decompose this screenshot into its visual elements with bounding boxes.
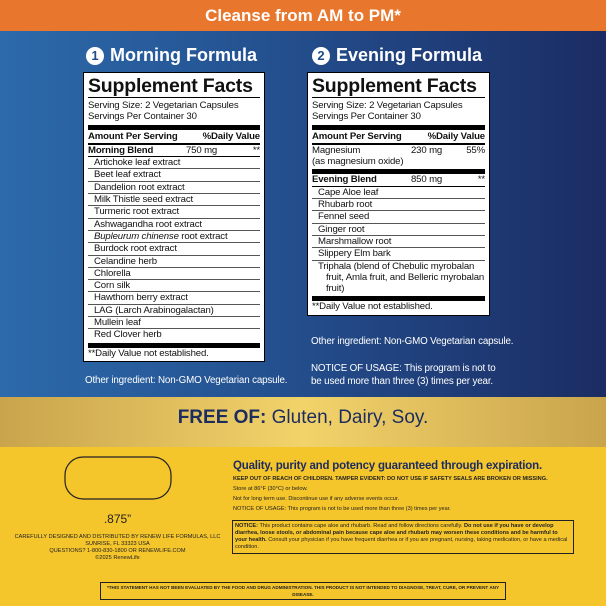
- nutrient-row: Magnesium (as magnesium oxide) 230 mg 55%: [312, 145, 485, 168]
- ingredient: Hawthorn berry extract: [88, 292, 260, 305]
- blend-row: Morning Blend 750 mg **: [88, 144, 260, 158]
- ingredient: Corn silk: [88, 280, 260, 293]
- gold-band: [0, 397, 606, 447]
- ingredient: Slippery Elm bark: [312, 248, 485, 261]
- ingredient: Dandelion root extract: [88, 182, 260, 195]
- notice-text: This product contains cape aloe and rhub…: [259, 523, 463, 529]
- blend-amount: 750 mg: [186, 144, 218, 156]
- warnings: KEEP OUT OF REACH OF CHILDREN. TAMPER EV…: [233, 476, 573, 516]
- distributor-line: QUESTIONS? 1-800-830-1800 OR RENEWLIFE.C…: [49, 548, 186, 554]
- ingredient: Chlorella: [88, 268, 260, 281]
- facts-header: Amount Per Serving %Daily Value: [88, 130, 260, 145]
- footnote: **Daily Value not established.: [88, 347, 209, 359]
- nutrient-dv: 55%: [466, 144, 485, 156]
- notice-of-usage: NOTICE OF USAGE: This program is not to …: [311, 363, 496, 387]
- other-ingredient: Other ingredient: Non-GMO Vegetarian cap…: [311, 336, 514, 347]
- ingredient: Fennel seed: [312, 211, 485, 224]
- nutrient-note: (as magnesium oxide): [312, 156, 404, 168]
- blend-row: Evening Blend 850 mg **: [312, 174, 485, 187]
- serving-size: Serving Size: 2 Vegetarian Capsules: [88, 100, 239, 111]
- ingredient: Ginger root: [312, 224, 485, 236]
- ingredient: Beet leaf extract: [88, 169, 260, 182]
- step-number: 1: [86, 46, 104, 65]
- ingredient-list: Cape Aloe leaf Rhubarb root Fennel seed Gin…: [312, 187, 485, 295]
- ingredient: LAG (Larch Arabinogalactan): [88, 305, 260, 318]
- nutrient-name: Magnesium (as magnesium oxide): [312, 145, 411, 168]
- footnote: **Daily Value not established.: [312, 301, 433, 313]
- ingredient: Milk Thistle seed extract: [88, 194, 260, 207]
- dv-header: %Daily Value: [202, 130, 261, 142]
- blend-dv: **: [477, 174, 485, 186]
- capsule-outline: [64, 456, 172, 500]
- ingredient: Triphala (blend of Chebulic myrobalan fr…: [318, 260, 485, 295]
- rule: [312, 124, 485, 130]
- quality: Quality, purity and potency guaranteed t…: [233, 460, 542, 472]
- step-number: 2: [312, 46, 330, 65]
- notice-box: NOTICE: This product contains cape aloe …: [232, 520, 574, 554]
- warning-line: Store at 86°F (30°C) or below.: [233, 486, 308, 492]
- ingredient: Turmeric root extract: [88, 206, 260, 219]
- rule: [312, 296, 485, 302]
- notice-bold: Do not use if you have or develop diarrh…: [235, 523, 558, 543]
- ingredient-italic: Bupleurum chinense: [94, 230, 179, 242]
- blend-amount: 850 mg: [411, 174, 443, 186]
- banner: Cleanse from AM to PM*: [0, 0, 606, 31]
- warning-line: Not for long term use. Discontinue use i…: [233, 496, 400, 502]
- blend-name: Evening Blend: [312, 174, 377, 186]
- evening-title: 2 Evening Formula: [312, 45, 482, 66]
- distributor: CAREFULLY DESIGNED AND DISTRIBUTED BY RE…: [10, 534, 225, 562]
- ingredient: Ashwagandha root extract: [88, 219, 260, 231]
- ingredient-list: Artichoke leaf extract Beet leaf extract D…: [88, 157, 260, 340]
- servings: Servings Per Container 30: [88, 111, 197, 123]
- ingredient: Marshmallow root: [312, 236, 485, 249]
- distributor-line: ©2025 RenewLife: [95, 555, 140, 561]
- morning-title: 1 Morning Formula: [86, 45, 257, 66]
- warning-line: KEEP OUT OF REACH OF CHILDREN. TAMPER EV…: [233, 476, 548, 482]
- free-of-label: FREE OF:: [177, 407, 267, 428]
- warning-line: NOTICE OF USAGE: This program is not to …: [233, 506, 451, 512]
- servings: Servings Per Container 30: [312, 111, 421, 123]
- serving-size: Serving Size: 2 Vegetarian Capsules: [312, 100, 463, 111]
- ingredient: Mullein leaf: [88, 317, 260, 330]
- notice-text: Consult your physician if you have frequ…: [235, 537, 568, 550]
- facts-heading: Supplement Facts: [88, 75, 260, 98]
- disclaimer: *THIS STATEMENT HAS NOT BEEN EVALUATED B…: [100, 582, 506, 600]
- amount-header: Amount Per Serving: [88, 130, 178, 142]
- supplement-facts: Supplement Facts Serving Size: 2 Vegetar…: [83, 72, 265, 362]
- notice-label: NOTICE:: [235, 523, 258, 529]
- formula-title: Morning Formula: [110, 45, 257, 65]
- ingredient: Celandine herb: [88, 256, 260, 268]
- rule: [88, 342, 260, 348]
- amount-header: Amount Per Serving: [312, 130, 402, 142]
- ingredient: Cape Aloe leaf: [312, 187, 485, 200]
- ingredient: Red Clover herb: [94, 329, 162, 341]
- distributor-line: SUNRISE, FL 33323 USA: [85, 541, 150, 547]
- ingredient: Rhubarb root: [312, 199, 485, 212]
- blend-dv: **: [252, 144, 260, 156]
- free-of-items: Gluten, Dairy, Soy.: [271, 407, 429, 428]
- capsule-size: .875”: [103, 512, 132, 526]
- dv-header: %Daily Value: [427, 130, 486, 142]
- distributor-line: CAREFULLY DESIGNED AND DISTRIBUTED BY RE…: [14, 534, 221, 540]
- facts-heading: Supplement Facts: [312, 75, 485, 98]
- blend-name: Morning Blend: [88, 144, 154, 156]
- formula-title: Evening Formula: [336, 45, 483, 65]
- ingredient: Burdock root extract: [88, 243, 260, 256]
- rule: [312, 169, 485, 175]
- ingredient: Bupleurum chinense root extract: [88, 230, 260, 244]
- free-of: FREE OF: Gluten, Dairy, Soy.: [0, 407, 606, 429]
- other-ingredient: Other ingredient: Non-GMO Vegetarian cap…: [85, 375, 288, 386]
- ingredient: Artichoke leaf extract: [88, 157, 260, 170]
- supplement-facts: Supplement Facts Serving Size: 2 Vegetar…: [307, 72, 490, 316]
- facts-header: Amount Per Serving %Daily Value: [312, 130, 485, 145]
- nutrient-amount: 230 mg: [411, 144, 443, 156]
- rule: [88, 124, 260, 130]
- capsule: [64, 456, 172, 500]
- nutrient: Magnesium: [312, 144, 361, 156]
- ingredient-rest: root extract: [181, 230, 228, 242]
